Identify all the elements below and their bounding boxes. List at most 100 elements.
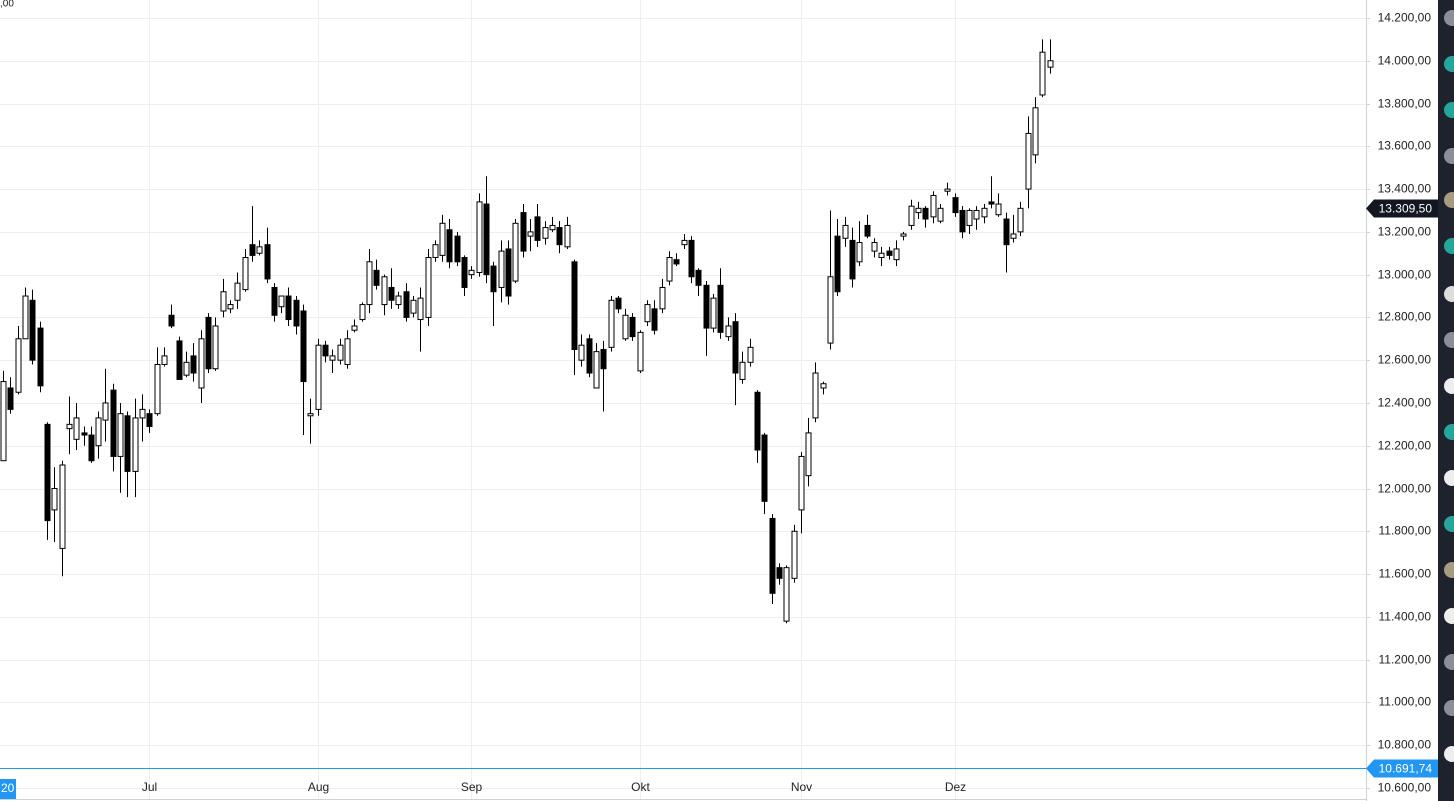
candle-body bbox=[81, 432, 88, 436]
candle-body bbox=[446, 229, 453, 263]
candle-body bbox=[300, 310, 307, 383]
candle-body bbox=[505, 248, 512, 297]
candle-body bbox=[417, 297, 424, 321]
y-tick-label: 12.600,00 bbox=[1378, 353, 1432, 367]
candle-body bbox=[930, 194, 937, 218]
candle-body bbox=[351, 325, 358, 331]
candle-body bbox=[586, 338, 593, 374]
x-tick-label: Dez bbox=[945, 780, 966, 794]
candle-body bbox=[454, 235, 461, 263]
candle-body bbox=[834, 235, 841, 293]
candle-body bbox=[1017, 207, 1024, 233]
plot-area bbox=[0, 0, 1366, 799]
candle-body bbox=[212, 325, 219, 370]
candle-body bbox=[856, 242, 863, 263]
candle-body bbox=[154, 363, 161, 415]
candle-body bbox=[520, 212, 527, 252]
candle-body bbox=[783, 567, 790, 622]
candle-body bbox=[410, 299, 417, 314]
candle-body bbox=[549, 224, 556, 231]
y-tick-label: 13.200,00 bbox=[1378, 225, 1432, 239]
candle-body bbox=[973, 209, 980, 220]
y-tick-label: 14.000,00 bbox=[1378, 54, 1432, 68]
candle-body bbox=[681, 239, 688, 246]
y-tick-label: 13.800,00 bbox=[1378, 97, 1432, 111]
candle-body bbox=[15, 338, 22, 393]
candle-body bbox=[644, 304, 651, 323]
candle-body bbox=[717, 284, 724, 333]
candle-body bbox=[307, 413, 314, 417]
candle-body bbox=[761, 434, 768, 502]
y-tick-label: 13.000,00 bbox=[1378, 268, 1432, 282]
candle-body bbox=[959, 209, 966, 233]
candle-body bbox=[805, 432, 812, 477]
candle-body bbox=[51, 488, 58, 511]
candle-body bbox=[168, 314, 175, 327]
candle-body bbox=[527, 231, 534, 237]
candle-body bbox=[388, 286, 395, 301]
candle-body bbox=[703, 284, 710, 329]
y-tick-label: 11.800,00 bbox=[1379, 524, 1432, 538]
candle-body bbox=[461, 257, 468, 288]
last-price-tag bbox=[1366, 199, 1438, 218]
candle-body bbox=[110, 389, 117, 457]
candle-body bbox=[37, 327, 44, 387]
candle-body bbox=[820, 383, 827, 389]
candle-body bbox=[849, 239, 856, 280]
candle-body bbox=[622, 314, 629, 340]
y-tick-label: 14.200,00 bbox=[1378, 11, 1432, 25]
candle-body bbox=[425, 257, 432, 318]
candle-body bbox=[732, 321, 739, 374]
candle-body bbox=[439, 222, 446, 256]
y-tick-label: 11.000,00 bbox=[1379, 695, 1432, 709]
candle-body bbox=[139, 408, 146, 419]
candle-body bbox=[864, 224, 871, 237]
candle-body bbox=[227, 304, 234, 310]
candle-body bbox=[66, 423, 73, 430]
candle-body bbox=[666, 257, 673, 282]
top-label: ,00 bbox=[0, 0, 14, 10]
candle-body bbox=[571, 261, 578, 350]
candle-body bbox=[937, 207, 944, 222]
candle-body bbox=[476, 201, 483, 273]
y-tick-label: 13.400,00 bbox=[1378, 182, 1432, 196]
candle-body bbox=[922, 207, 929, 220]
last-price-label: 13.309,50 bbox=[1379, 202, 1433, 216]
candle-body bbox=[842, 224, 849, 239]
candle-body bbox=[183, 361, 190, 376]
reference-price-label: 10.691,74 bbox=[1379, 762, 1433, 776]
candle-body bbox=[995, 203, 1002, 216]
candle-body bbox=[132, 417, 139, 472]
candle-body bbox=[395, 295, 402, 306]
candle-body bbox=[190, 355, 197, 374]
candle-body bbox=[915, 207, 922, 214]
candle-body bbox=[264, 244, 271, 280]
x-tick-label: Nov bbox=[791, 780, 812, 794]
candle-body bbox=[871, 242, 878, 252]
candle-body bbox=[344, 338, 351, 365]
x-tick-label: Sep bbox=[461, 780, 483, 794]
candle-body bbox=[198, 338, 205, 389]
candle-body bbox=[337, 344, 344, 361]
candle-body bbox=[769, 517, 776, 594]
candle-body bbox=[637, 331, 644, 372]
candle-body bbox=[827, 276, 834, 344]
candle-body bbox=[88, 434, 95, 462]
candle-body bbox=[564, 224, 571, 248]
candle-body bbox=[988, 201, 995, 205]
candle-body bbox=[695, 269, 702, 286]
candle-body bbox=[315, 344, 322, 410]
candle-body bbox=[651, 308, 658, 331]
candle-body bbox=[278, 295, 285, 308]
side-toolbar[interactable] bbox=[1438, 0, 1454, 801]
cursor-date-tag bbox=[0, 779, 16, 799]
candle-body bbox=[1003, 218, 1010, 246]
candle-body bbox=[534, 216, 541, 241]
x-tick-label: Aug bbox=[308, 780, 329, 794]
candle-body bbox=[59, 464, 66, 549]
candle-body bbox=[359, 304, 366, 321]
candle-body bbox=[249, 244, 256, 256]
reference-price-tag bbox=[1366, 759, 1438, 778]
candle-body bbox=[512, 222, 519, 282]
